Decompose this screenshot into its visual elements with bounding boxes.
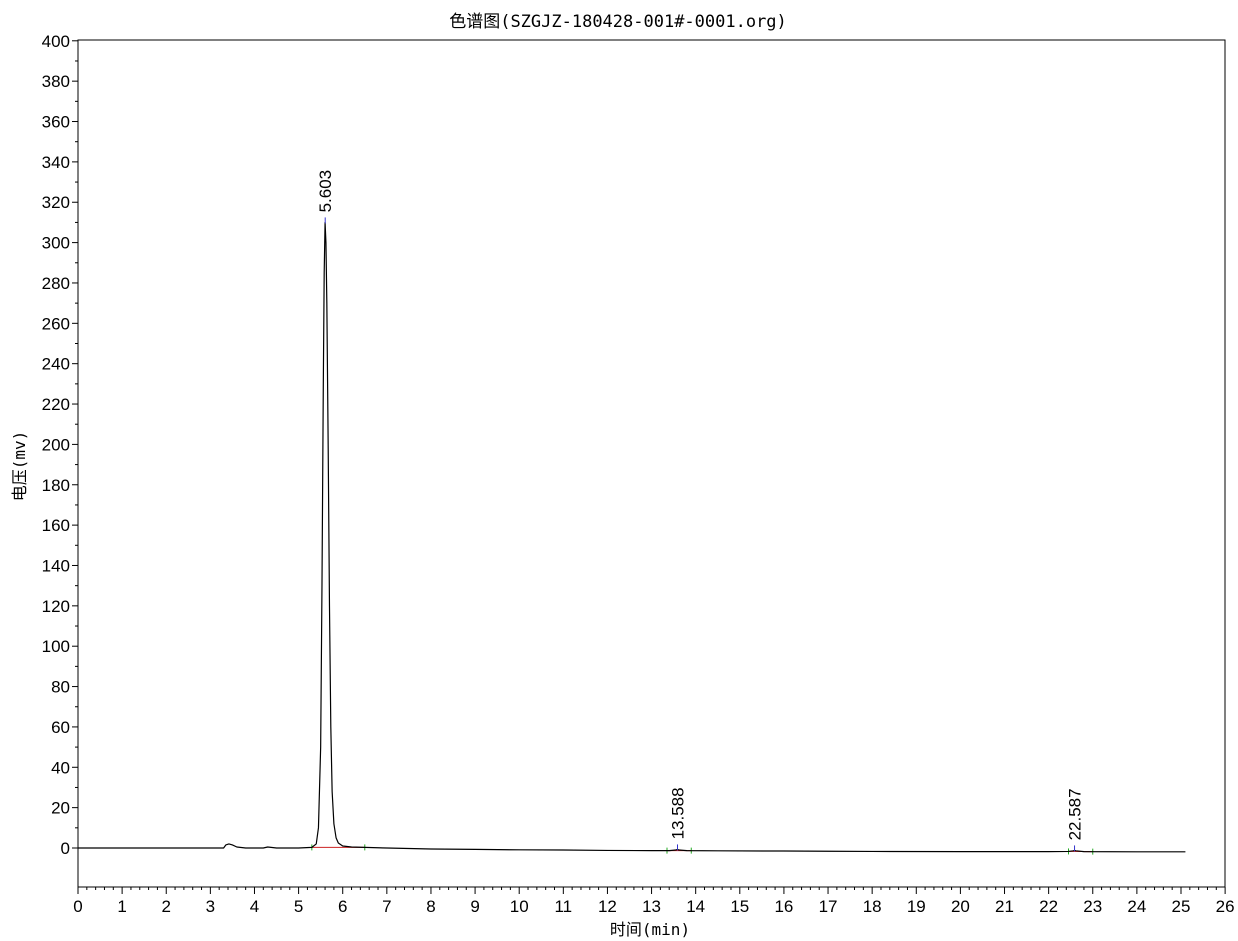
y-tick-label: 80	[51, 678, 70, 697]
x-tick-label: 13	[642, 897, 661, 916]
x-axis-label: 时间(min)	[610, 920, 690, 939]
y-tick-label: 100	[42, 637, 70, 656]
x-tick-label: 10	[510, 897, 529, 916]
y-tick-label: 0	[61, 839, 70, 858]
x-tick-label: 25	[1172, 897, 1191, 916]
x-tick-label: 12	[598, 897, 617, 916]
y-tick-label: 220	[42, 395, 70, 414]
y-tick-label: 120	[42, 597, 70, 616]
y-tick-label: 320	[42, 193, 70, 212]
y-tick-label: 160	[42, 516, 70, 535]
y-tick-label: 20	[51, 799, 70, 818]
x-tick-label: 21	[995, 897, 1014, 916]
y-tick-label: 40	[51, 758, 70, 777]
peak-label: 5.603	[316, 170, 335, 213]
y-tick-label: 260	[42, 314, 70, 333]
y-tick-label: 200	[42, 435, 70, 454]
y-tick-label: 240	[42, 355, 70, 374]
y-axis-ticks: 0 20 40 60 80 100 120 140 160 180 200 220 240 260 280 3…	[42, 32, 78, 858]
x-tick-label: 8	[426, 897, 435, 916]
chromatogram-trace	[78, 221, 1186, 853]
x-tick-label: 22	[1039, 897, 1058, 916]
y-axis-label: 电压(mv)	[10, 431, 29, 502]
x-tick-label: 15	[730, 897, 749, 916]
peak-label: 22.587	[1066, 788, 1085, 840]
y-tick-label: 140	[42, 556, 70, 575]
x-tick-label: 14	[686, 897, 705, 916]
x-tick-label: 6	[338, 897, 347, 916]
y-tick-label: 360	[42, 113, 70, 132]
y-tick-label: 280	[42, 274, 70, 293]
y-tick-label: 380	[42, 72, 70, 91]
x-tick-label: 18	[863, 897, 882, 916]
x-tick-label: 26	[1216, 897, 1235, 916]
peak-label: 13.588	[669, 787, 688, 839]
x-tick-label: 20	[951, 897, 970, 916]
x-tick-label: 7	[382, 897, 391, 916]
x-axis-ticks: 0 1 2 3 4 5 6 7 8 9 10 11 12 13 14 15 16 17 18 19 20 21 22 23 24…	[73, 887, 1235, 916]
x-tick-label: 3	[206, 897, 215, 916]
x-tick-label: 16	[774, 897, 793, 916]
plot-frame	[77, 39, 1226, 888]
y-tick-label: 400	[42, 32, 70, 51]
x-tick-label: 17	[819, 897, 838, 916]
x-tick-label: 19	[907, 897, 926, 916]
x-tick-label: 23	[1083, 897, 1102, 916]
x-tick-label: 0	[73, 897, 82, 916]
y-tick-label: 60	[51, 718, 70, 737]
plot-area: 5.603 13.588 22.587	[78, 170, 1186, 855]
x-tick-label: 2	[162, 897, 171, 916]
x-tick-label: 4	[250, 897, 259, 916]
y-tick-label: 340	[42, 153, 70, 172]
x-tick-label: 1	[117, 897, 126, 916]
y-tick-label: 300	[42, 234, 70, 253]
chart-title: 色谱图(SZGJZ-180428-001#-0001.org)	[449, 12, 787, 32]
x-tick-label: 24	[1127, 897, 1146, 916]
x-tick-label: 5	[294, 897, 303, 916]
y-tick-label: 180	[42, 476, 70, 495]
x-tick-label: 11	[554, 897, 572, 916]
x-tick-label: 9	[470, 897, 479, 916]
